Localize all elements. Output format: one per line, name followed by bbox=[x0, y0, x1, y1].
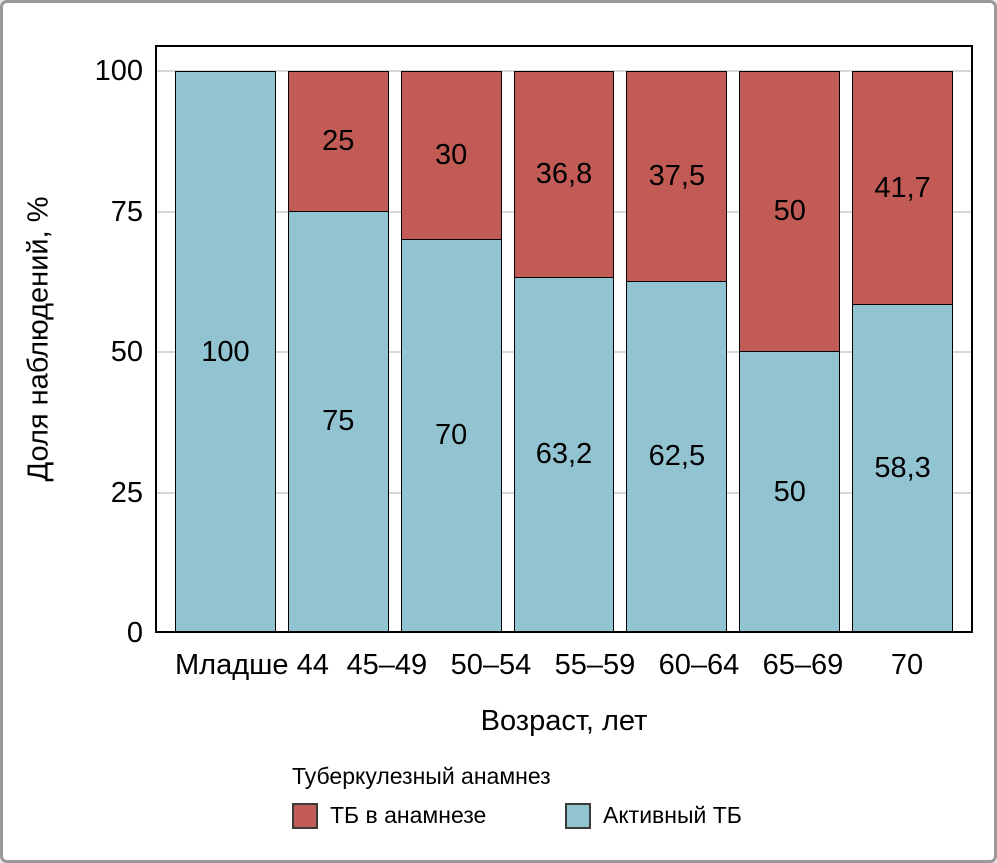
bar-value-label: 25 bbox=[322, 124, 355, 157]
legend-item-1: ТБ в анамнезе bbox=[292, 802, 486, 829]
bar-segment-history-tb: 30 bbox=[400, 71, 502, 240]
bar-group-5: 37,5 62,5 bbox=[626, 71, 728, 633]
bar-value-label: 50 bbox=[773, 475, 806, 508]
bar-segment-history-tb: 37,5 bbox=[626, 71, 728, 282]
y-tick-label-50: 50 bbox=[110, 336, 143, 368]
x-tick-label-4: 55–59 bbox=[554, 649, 636, 681]
bar-segment-history-tb: 36,8 bbox=[513, 71, 615, 278]
legend-item-label: Активный ТБ bbox=[603, 802, 742, 828]
bar-group-2: 25 75 bbox=[287, 71, 389, 633]
legend-title: Туберкулезный анамнез bbox=[292, 763, 551, 789]
bar-segment-history-tb: 41,7 bbox=[852, 71, 954, 306]
plot-panel-frame bbox=[155, 45, 973, 633]
y-tick-label-75: 75 bbox=[110, 195, 143, 228]
bar-value-label: 58,3 bbox=[874, 452, 931, 485]
bar-group-4: 36,8 63,2 bbox=[513, 71, 615, 633]
bar-segment-active-tb: 75 bbox=[287, 211, 389, 633]
x-tick-label-3: 50–54 bbox=[450, 649, 532, 681]
x-axis-title: Возраст, лет bbox=[480, 705, 648, 737]
y-tick-label-100: 100 bbox=[94, 55, 143, 87]
bar-value-label: 62,5 bbox=[648, 440, 706, 473]
x-tick-label-6: 65–69 bbox=[762, 649, 844, 681]
legend-swatch bbox=[292, 802, 318, 829]
legend-item-2: Активный ТБ bbox=[565, 802, 742, 829]
bar-value-label: 36,8 bbox=[535, 157, 593, 190]
bar-value-label: 41,7 bbox=[874, 171, 931, 204]
bar-segment-history-tb: 50 bbox=[739, 71, 841, 352]
bar-segment-active-tb: 62,5 bbox=[626, 281, 728, 633]
x-tick-label-5: 60–64 bbox=[658, 649, 740, 681]
x-tick-label-1: Младше 44 bbox=[175, 649, 329, 681]
bar-group-3: 30 70 bbox=[400, 71, 502, 633]
legend-item-label: ТБ в анамнезе bbox=[330, 802, 487, 828]
bar-group-6: 50 50 bbox=[739, 71, 841, 633]
bar-group-7: 41,7 58,3 bbox=[852, 71, 954, 633]
bar-segment-history-tb: 25 bbox=[287, 71, 389, 212]
bar-value-label: 37,5 bbox=[648, 159, 706, 192]
legend-swatch bbox=[565, 802, 591, 829]
bar-segment-active-tb: 63,2 bbox=[513, 277, 615, 633]
gridline-y-100 bbox=[157, 70, 971, 72]
y-tick-label-0: 0 bbox=[126, 617, 143, 649]
x-axis-tick-labels: Младше 44 45–49 50–54 55–59 60–64 65–69 70 bbox=[175, 649, 953, 682]
x-tick-label-2: 45–49 bbox=[346, 649, 428, 681]
bar-value-label: 100 bbox=[201, 335, 250, 368]
bar-segment-active-tb: 58,3 bbox=[852, 305, 954, 633]
bar-value-label: 63,2 bbox=[535, 438, 593, 471]
bar-value-label: 30 bbox=[435, 138, 468, 171]
y-tick-label-25: 25 bbox=[110, 476, 143, 509]
x-tick-label-7: 70 bbox=[890, 649, 924, 681]
bar-segment-active-tb: 70 bbox=[400, 239, 502, 633]
bar-value-label: 70 bbox=[435, 419, 468, 452]
bars-layer: 100 25 75 30 70 36,8 63,2 37,5 62,5 50 50 41,7 58,3 bbox=[175, 71, 954, 633]
bar-value-label: 75 bbox=[322, 405, 355, 438]
bar-value-label: 50 bbox=[773, 195, 806, 227]
bar-segment-active-tb: 50 bbox=[739, 352, 841, 633]
